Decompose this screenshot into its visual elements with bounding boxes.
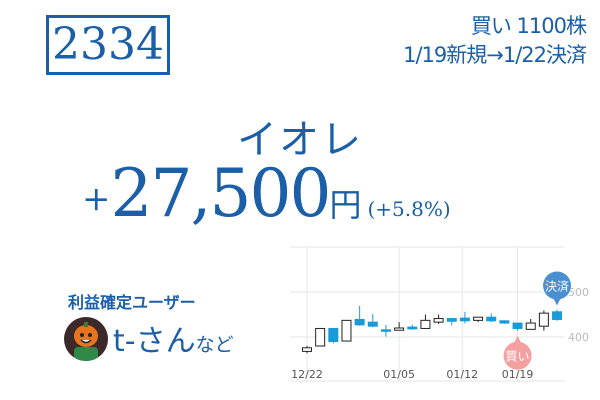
trade-dates: 1/19新規→1/22決済	[403, 43, 587, 67]
candle-body	[341, 319, 352, 342]
profit: +27,500円 (+5.8%)	[82, 155, 451, 232]
candle-body	[367, 321, 378, 327]
candle-body	[302, 347, 312, 352]
user-handle: t-さん	[113, 324, 196, 359]
candle-body	[552, 311, 563, 320]
x-tick-label: 01/12	[446, 368, 478, 381]
candle-body	[525, 322, 536, 330]
candle-body	[354, 318, 365, 326]
users-label: 利益確定ユーザー	[68, 293, 196, 312]
candle-body	[433, 318, 444, 323]
marker-label: 買い	[506, 350, 530, 364]
x-tick-label: 12/22	[291, 368, 323, 381]
trade-info: 買い 1100株 1/19新規→1/22決済	[403, 12, 587, 70]
profit-unit: 円	[329, 186, 362, 224]
candle-body	[394, 327, 405, 331]
y-tick-label: 400	[568, 331, 589, 344]
candle-body	[499, 320, 510, 324]
candle-body	[473, 316, 484, 321]
x-tick-label: 01/05	[383, 368, 415, 381]
stock-code: 2334	[46, 15, 170, 75]
marker-label: 決済	[545, 279, 569, 294]
candle-body	[459, 317, 470, 322]
profit-amount: 27,500	[110, 155, 332, 232]
candlestick-chart: 12/22 01/05 01/12 01/19 400 500 買い 決済	[290, 246, 589, 382]
candle-body	[486, 316, 497, 322]
candle-body	[407, 326, 418, 330]
stock-name: イオレ	[237, 117, 363, 163]
y-tick-label: 500	[568, 286, 589, 299]
candle-body	[380, 329, 391, 332]
trade-side-quantity: 買い 1100株	[470, 14, 587, 38]
buy-marker	[503, 341, 532, 370]
user-suffix: など	[195, 334, 234, 356]
candle-body	[512, 322, 523, 329]
profit-sign: +	[82, 179, 111, 219]
candle-body	[315, 327, 326, 347]
candle-body	[538, 312, 549, 327]
candle-body	[328, 327, 339, 342]
candle-body	[420, 319, 431, 329]
candle-body	[446, 318, 457, 322]
x-tick-label: 01/19	[502, 368, 534, 381]
user-name: t-さんなど	[113, 316, 234, 360]
avatar	[64, 317, 108, 361]
pumpkin-avatar-icon	[74, 322, 98, 361]
profit-percent: (+5.8%)	[367, 197, 451, 221]
sell-marker	[543, 271, 572, 300]
